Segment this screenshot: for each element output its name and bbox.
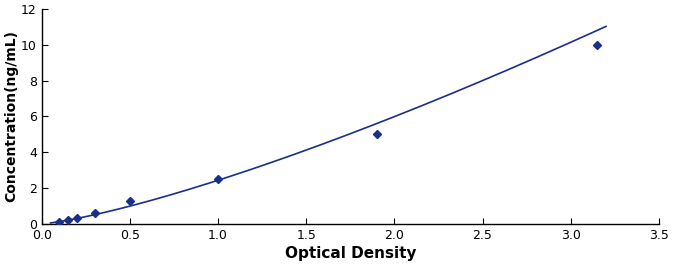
X-axis label: Optical Density: Optical Density	[285, 246, 416, 261]
Y-axis label: Concentration(ng/mL): Concentration(ng/mL)	[4, 30, 18, 202]
